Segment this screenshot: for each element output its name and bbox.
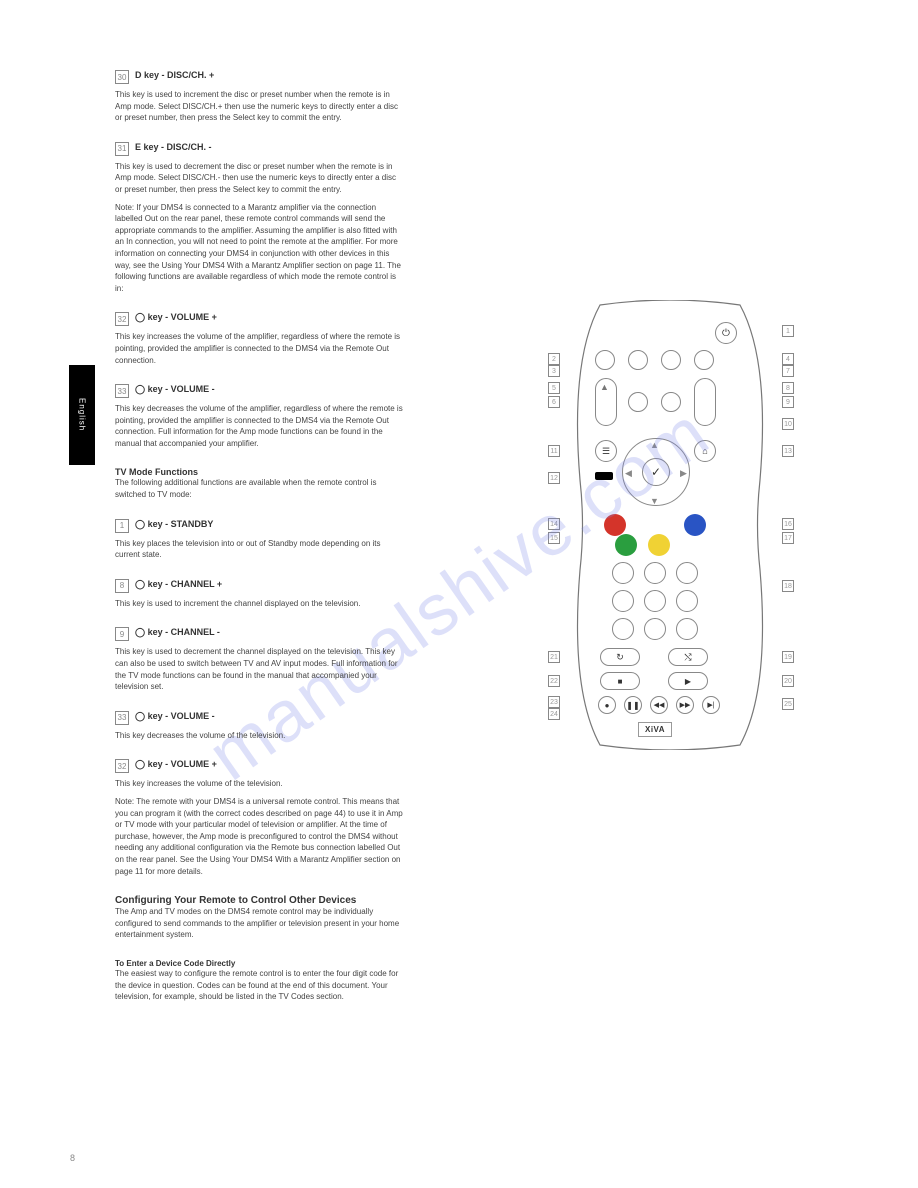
page-number: 8	[70, 1153, 75, 1163]
section-body: This key increases the volume of the amp…	[115, 331, 405, 366]
section-1: 1 ◯ key - STANDBY This key places the te…	[115, 519, 858, 561]
section-tvmode: TV Mode Functions The following addition…	[115, 467, 858, 500]
section-title: ◯ key - VOLUME +	[135, 759, 217, 770]
section-title: ◯ key - CHANNEL -	[135, 627, 220, 638]
section-33b: 33 ◯ key - VOLUME - This key decreases t…	[115, 711, 858, 742]
section-body: This key is used to decrement the disc o…	[115, 161, 405, 196]
callout-box: 30	[115, 70, 129, 84]
section-title: ◯ key - VOLUME -	[135, 384, 215, 395]
section-31: 31 E key - DISC/CH. - This key is used t…	[115, 142, 858, 295]
section-body: This key increases the volume of the tel…	[115, 778, 405, 790]
callout-box: 31	[115, 142, 129, 156]
section-title: TV Mode Functions	[115, 467, 858, 477]
section-title: To Enter a Device Code Directly	[115, 959, 858, 968]
section-body: The easiest way to configure the remote …	[115, 968, 405, 1003]
section-devicecode: To Enter a Device Code Directly The easi…	[115, 959, 858, 1003]
callout-box: 32	[115, 759, 129, 773]
section-body: This key places the television into or o…	[115, 538, 405, 561]
callout-box: 8	[115, 579, 129, 593]
section-title: ◯ key - STANDBY	[135, 519, 213, 530]
section-config: Configuring Your Remote to Control Other…	[115, 895, 858, 941]
callout-box: 33	[115, 384, 129, 398]
section-32b: 32 ◯ key - VOLUME + This key increases t…	[115, 759, 858, 877]
section-body: This key decreases the volume of the tel…	[115, 730, 405, 742]
section-body: This key is used to decrement the channe…	[115, 646, 405, 692]
section-title: ◯ key - CHANNEL +	[135, 579, 222, 590]
section-title: ◯ key - VOLUME +	[135, 312, 217, 323]
section-32a: 32 ◯ key - VOLUME + This key increases t…	[115, 312, 858, 366]
section-note: Note: If your DMS4 is connected to a Mar…	[115, 202, 405, 295]
section-title: Configuring Your Remote to Control Other…	[115, 895, 858, 906]
section-note: Note: The remote with your DMS4 is a uni…	[115, 796, 405, 877]
page-content: 30 D key - DISC/CH. + This key is used t…	[0, 0, 918, 1061]
callout-box: 1	[115, 519, 129, 533]
section-30: 30 D key - DISC/CH. + This key is used t…	[115, 70, 858, 124]
section-body: This key is used to increment the disc o…	[115, 89, 405, 124]
callout-box: 9	[115, 627, 129, 641]
section-body: The following additional functions are a…	[115, 477, 405, 500]
callout-box: 33	[115, 711, 129, 725]
section-body: The Amp and TV modes on the DMS4 remote …	[115, 906, 405, 941]
section-8: 8 ◯ key - CHANNEL + This key is used to …	[115, 579, 858, 610]
callout-box: 32	[115, 312, 129, 326]
section-9: 9 ◯ key - CHANNEL - This key is used to …	[115, 627, 858, 692]
section-body: This key is used to increment the channe…	[115, 598, 405, 610]
section-33a: 33 ◯ key - VOLUME - This key decreases t…	[115, 384, 858, 449]
section-body: This key decreases the volume of the amp…	[115, 403, 405, 449]
section-title: E key - DISC/CH. -	[135, 142, 212, 152]
section-title: ◯ key - VOLUME -	[135, 711, 215, 722]
section-title: D key - DISC/CH. +	[135, 70, 214, 80]
